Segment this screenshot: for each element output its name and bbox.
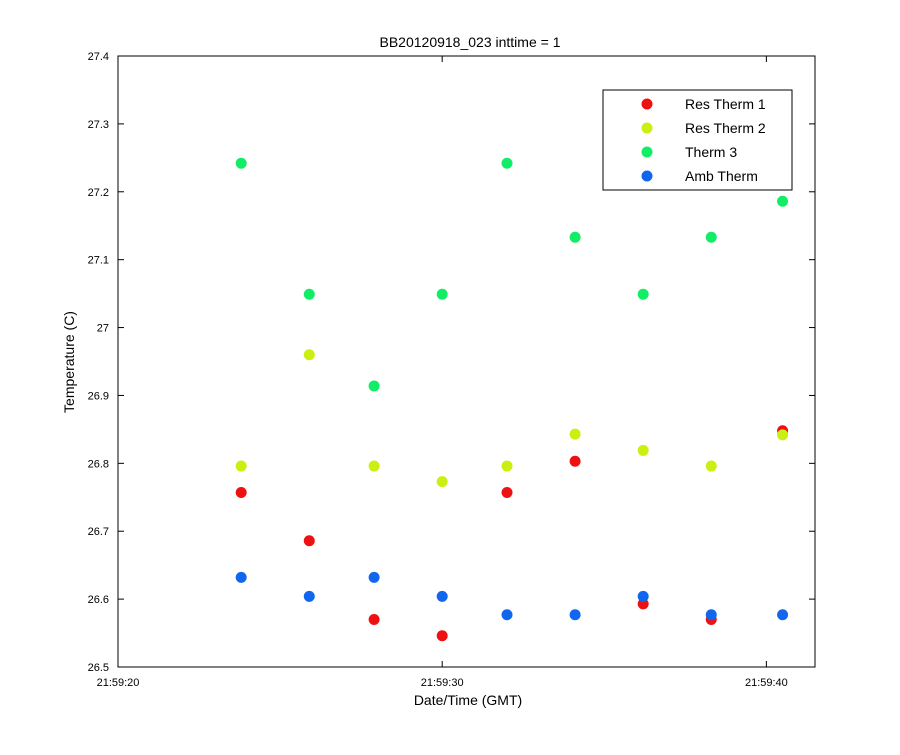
- y-tick-label: 26.7: [88, 526, 109, 538]
- data-point: [368, 613, 380, 625]
- y-tick-label: 27.2: [88, 187, 109, 199]
- x-tick-label: 21:59:40: [745, 677, 788, 689]
- x-axis-label: Date/Time (GMT): [414, 692, 522, 708]
- plot-area: 26.5 26.6 26.7 26.8 26.9 27 27.1 27.2 27.3 27.4 21…: [88, 51, 816, 689]
- data-point: [368, 571, 380, 583]
- data-point: [501, 157, 513, 169]
- data-point: [501, 609, 513, 621]
- data-point: [705, 460, 717, 472]
- data-point: [569, 428, 581, 440]
- legend-marker: [641, 146, 653, 158]
- chart-title: BB20120918_023 inttime = 1: [380, 34, 561, 50]
- series-therm-3: [235, 157, 789, 392]
- data-point: [235, 571, 247, 583]
- y-tick-label: 26.8: [88, 458, 109, 470]
- legend: Res Therm 1 Res Therm 2 Therm 3 Amb Therm: [602, 89, 793, 191]
- data-point: [303, 288, 315, 300]
- legend-marker: [641, 170, 653, 182]
- legend-label: Res Therm 2: [685, 120, 766, 136]
- data-point: [777, 195, 789, 207]
- data-point: [569, 455, 581, 467]
- data-point: [303, 535, 315, 547]
- legend-label: Amb Therm: [685, 168, 758, 184]
- y-tick-label: 27: [97, 323, 109, 335]
- y-tick-label: 26.9: [88, 390, 109, 402]
- data-point: [235, 487, 247, 499]
- series-res-therm-2: [235, 349, 789, 488]
- data-point: [368, 380, 380, 392]
- series-amb-therm: [235, 571, 789, 621]
- y-tick-label: 26.5: [88, 662, 109, 674]
- data-point: [436, 590, 448, 602]
- data-point: [436, 288, 448, 300]
- data-point: [235, 157, 247, 169]
- data-point: [777, 609, 789, 621]
- data-point: [303, 349, 315, 361]
- data-point: [777, 429, 789, 441]
- y-tick-label: 27.3: [88, 119, 109, 131]
- data-point: [705, 609, 717, 621]
- data-point: [436, 630, 448, 642]
- data-point: [705, 231, 717, 243]
- data-point: [436, 476, 448, 488]
- data-point: [368, 460, 380, 472]
- legend-box: [602, 89, 793, 191]
- data-point: [569, 609, 581, 621]
- data-point: [637, 590, 649, 602]
- x-tick-label: 21:59:20: [97, 677, 140, 689]
- legend-marker: [641, 122, 653, 134]
- legend-label: Therm 3: [685, 144, 737, 160]
- plot-frame: [117, 55, 816, 668]
- y-tick-label: 27.1: [88, 255, 109, 267]
- data-point: [303, 590, 315, 602]
- data-point: [235, 460, 247, 472]
- data-point: [501, 487, 513, 499]
- data-point: [637, 444, 649, 456]
- data-point: [501, 460, 513, 472]
- data-point: [637, 288, 649, 300]
- x-tick-label: 21:59:30: [421, 677, 464, 689]
- data-point: [569, 231, 581, 243]
- legend-marker: [641, 98, 653, 110]
- y-tick-label: 26.6: [88, 594, 109, 606]
- y-axis-label: Temperature (C): [61, 311, 77, 413]
- legend-label: Res Therm 1: [685, 96, 766, 112]
- y-tick-label: 27.4: [88, 51, 109, 63]
